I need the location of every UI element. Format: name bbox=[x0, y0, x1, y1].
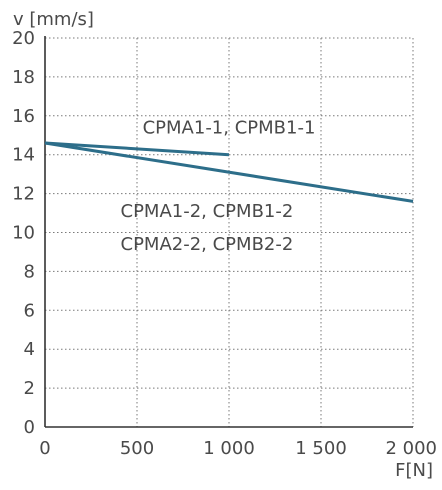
y-axis-title: v [mm/s] bbox=[13, 9, 94, 30]
y-tick-label: 2 bbox=[24, 378, 35, 399]
y-tick-label: 8 bbox=[24, 261, 35, 282]
series-line-1 bbox=[44, 141, 230, 157]
grid bbox=[45, 37, 414, 427]
y-tick-label: 6 bbox=[24, 300, 35, 321]
y-tick-label: 16 bbox=[12, 106, 35, 127]
series-annotation: CPMA2-2, CPMB2-2 bbox=[121, 234, 294, 255]
series-lines bbox=[44, 141, 414, 203]
y-tick-label: 0 bbox=[24, 417, 35, 438]
x-tick-label: 2 000 bbox=[385, 438, 437, 459]
y-tick-label: 14 bbox=[12, 145, 35, 166]
series-line-2 bbox=[44, 141, 414, 203]
x-tick-label: 1 000 bbox=[203, 438, 255, 459]
tick-labels: 0 2 4 6 8 10 12 14 16 18 20 0 500 1 000 1 500 2 000 bbox=[12, 28, 437, 459]
y-tick-label: 10 bbox=[12, 223, 35, 244]
axes bbox=[44, 36, 413, 428]
x-tick-label: 0 bbox=[39, 438, 50, 459]
series-annotation: CPMA1-1, CPMB1-1 bbox=[143, 117, 316, 138]
y-tick-label: 18 bbox=[12, 67, 35, 88]
x-tick-label: 1 500 bbox=[295, 438, 347, 459]
y-tick-label: 12 bbox=[12, 184, 35, 205]
x-tick-label: 500 bbox=[120, 438, 154, 459]
annotations: CPMA1-1, CPMB1-1 CPMA1-2, CPMB1-2 CPMA2-2,… bbox=[121, 117, 316, 255]
x-axis-title: F[N] bbox=[395, 460, 433, 481]
y-tick-label: 20 bbox=[12, 28, 35, 49]
series-annotation: CPMA1-2, CPMB1-2 bbox=[121, 201, 294, 222]
y-tick-label: 4 bbox=[24, 339, 35, 360]
